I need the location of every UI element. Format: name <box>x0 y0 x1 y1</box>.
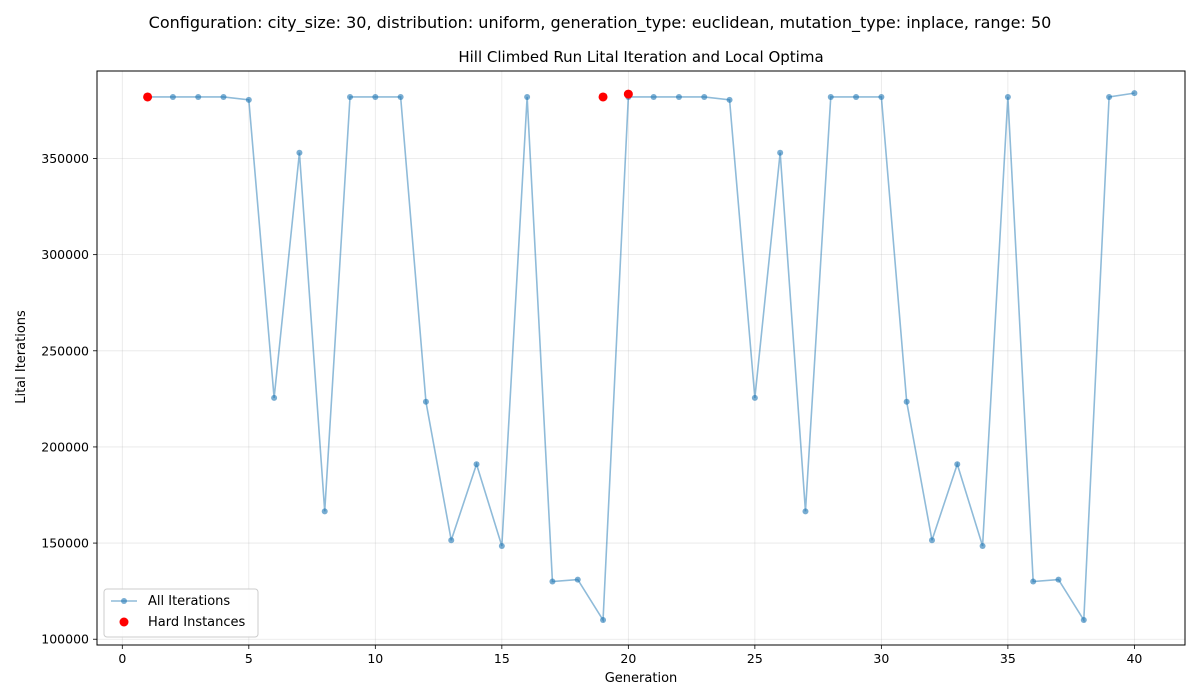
all-iterations-point <box>498 542 505 549</box>
all-iterations-point <box>422 398 429 405</box>
x-axis-label: Generation <box>605 671 678 686</box>
x-tick-label: 5 <box>245 651 253 666</box>
grid-lines <box>97 71 1185 645</box>
all-iterations-point <box>220 93 227 100</box>
all-iterations-point <box>296 149 303 156</box>
x-tick-label: 40 <box>1126 651 1142 666</box>
hard-instance-point <box>143 92 153 102</box>
all-iterations-point <box>751 394 758 401</box>
all-iterations-point <box>347 93 354 100</box>
legend-label-all-iterations: All Iterations <box>148 594 230 609</box>
all-iterations-point <box>827 93 834 100</box>
x-tick-label: 10 <box>367 651 383 666</box>
plot-frame <box>96 70 1186 646</box>
y-axis-label: Lital Iterations <box>14 310 29 404</box>
all-iterations-point <box>1106 93 1113 100</box>
all-iterations-point <box>650 93 657 100</box>
x-tick-label: 0 <box>118 651 126 666</box>
legend: All Iterations Hard Instances <box>103 588 259 638</box>
all-iterations-point <box>549 578 556 585</box>
all-iterations-point <box>372 93 379 100</box>
all-iterations-point <box>245 96 252 103</box>
series-hard-instances <box>143 89 633 102</box>
all-iterations-point <box>878 93 885 100</box>
chart-suptitle: Configuration: city_size: 30, distributi… <box>149 13 1052 33</box>
all-iterations-point <box>524 93 531 100</box>
y-axis-ticks: 100000 150000 200000 250000 300000 350000 <box>41 151 97 647</box>
legend-box <box>103 588 259 638</box>
chart-title: Hill Climbed Run Lital Iteration and Loc… <box>458 48 823 66</box>
all-iterations-line <box>147 92 1135 623</box>
y-tick-label: 200000 <box>41 439 89 454</box>
all-iterations-point <box>448 537 455 544</box>
hard-instance-point <box>623 89 633 99</box>
y-tick-label: 150000 <box>41 536 89 551</box>
all-iterations-point <box>903 398 910 405</box>
x-tick-label: 35 <box>1000 651 1016 666</box>
y-tick-label: 250000 <box>41 343 89 358</box>
all-iterations-point <box>777 149 784 156</box>
all-iterations-point <box>271 394 278 401</box>
x-tick-label: 25 <box>747 651 763 666</box>
x-axis-ticks: 0 5 10 15 20 25 30 35 40 <box>118 645 1142 666</box>
all-iterations-point <box>726 96 733 103</box>
all-iterations-point <box>397 93 404 100</box>
legend-line-marker <box>121 598 127 604</box>
x-tick-label: 15 <box>494 651 510 666</box>
all-iterations-point <box>675 93 682 100</box>
all-iterations-point <box>979 542 986 549</box>
y-tick-label: 350000 <box>41 151 89 166</box>
all-iterations-point <box>1080 617 1087 624</box>
all-iterations-point <box>169 93 176 100</box>
all-iterations-point <box>853 93 860 100</box>
all-iterations-point <box>701 93 708 100</box>
all-iterations-point <box>954 461 961 468</box>
all-iterations-point <box>1055 576 1062 583</box>
all-iterations-point <box>321 508 328 515</box>
hard-instance-point <box>598 92 608 102</box>
all-iterations-point <box>802 508 809 515</box>
x-tick-label: 30 <box>873 651 889 666</box>
all-iterations-point <box>1030 578 1037 585</box>
all-iterations-point <box>600 617 607 624</box>
x-tick-label: 20 <box>620 651 636 666</box>
series-all-iterations <box>144 90 1138 624</box>
y-tick-label: 300000 <box>41 247 89 262</box>
all-iterations-point <box>1131 90 1138 97</box>
all-iterations-point <box>928 537 935 544</box>
legend-label-hard-instances: Hard Instances <box>148 615 246 630</box>
legend-scatter-marker <box>119 617 129 627</box>
all-iterations-point <box>195 93 202 100</box>
y-tick-label: 100000 <box>41 632 89 647</box>
all-iterations-point <box>574 576 581 583</box>
all-iterations-point <box>473 461 480 468</box>
all-iterations-point <box>1004 93 1011 100</box>
